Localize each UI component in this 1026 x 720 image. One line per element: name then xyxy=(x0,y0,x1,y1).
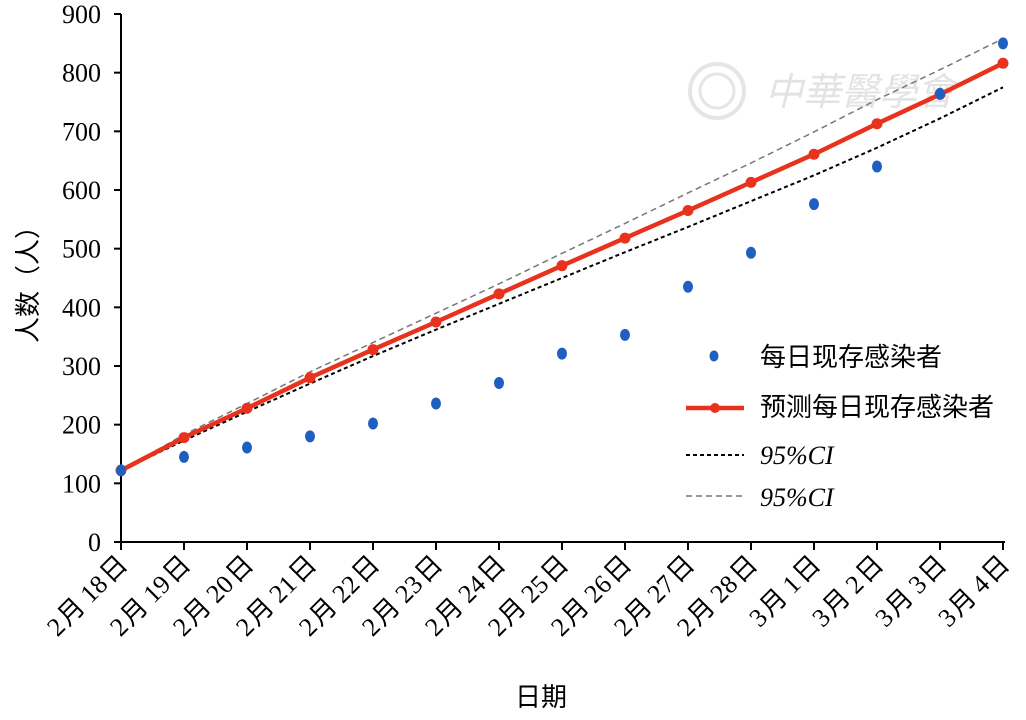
ci-line xyxy=(120,86,1004,472)
legend-label-ci-lower: 95%CI xyxy=(760,441,835,470)
watermark: 中華醫學會 xyxy=(688,62,960,120)
legend-label-ci-upper: 95%CI xyxy=(760,483,835,512)
series-0 xyxy=(116,37,1008,477)
observed-point xyxy=(305,430,315,443)
predicted-point xyxy=(997,57,1009,69)
watermark-text: 中華醫學會 xyxy=(765,70,960,114)
observed-point xyxy=(116,464,126,477)
predicted-point xyxy=(808,148,820,160)
legend-label-observed: 每日现存感染者 xyxy=(760,343,942,373)
y-tick-label: 400 xyxy=(62,293,101,322)
x-ticks: 2月18日2月19日2月20日2月21日2月22日2月23日2月24日2月25日… xyxy=(41,542,1016,642)
y-tick-label: 800 xyxy=(62,59,101,88)
y-tick-label: 500 xyxy=(62,235,101,264)
predicted-point xyxy=(556,260,568,272)
observed-point xyxy=(872,160,882,173)
predicted-point xyxy=(241,402,253,414)
y-tick-label: 100 xyxy=(62,469,101,498)
observed-point xyxy=(620,328,630,341)
observed-point xyxy=(494,377,504,390)
predicted-point xyxy=(430,316,442,328)
x-tick-label: 3月4日 xyxy=(932,550,1015,633)
y-axis-title: 人数（人） xyxy=(14,213,44,343)
predicted-point xyxy=(304,372,316,384)
observed-point xyxy=(242,441,252,454)
observed-point xyxy=(746,246,756,259)
y-tick-label: 300 xyxy=(62,352,101,381)
predicted-point xyxy=(367,344,379,356)
y-tick-label: 700 xyxy=(62,117,101,146)
series-layer xyxy=(115,37,1009,477)
observed-point xyxy=(935,87,945,100)
observed-point xyxy=(431,397,441,410)
y-tick-label: 200 xyxy=(62,411,101,440)
series-3 xyxy=(120,37,1004,472)
observed-point xyxy=(179,450,189,463)
legend-marker-predicted xyxy=(710,403,720,413)
y-tick-label: 600 xyxy=(62,176,101,205)
series-2 xyxy=(120,86,1004,472)
ci-line xyxy=(120,37,1004,472)
y-ticks: 0 100 200 300 400 500 600 700 800 900 xyxy=(62,0,121,557)
predicted-point xyxy=(493,288,505,300)
legend-label-predicted: 预测每日现存感染者 xyxy=(760,393,994,423)
predicted-point xyxy=(682,205,694,217)
predicted-point xyxy=(745,176,757,188)
observed-point xyxy=(557,347,567,360)
watermark-seal-icon xyxy=(688,62,746,120)
y-tick-label: 900 xyxy=(62,0,101,29)
legend: 每日现存感染者 预测每日现存感染者 95%CI 95%CI xyxy=(686,343,994,512)
legend-marker-observed xyxy=(709,350,719,362)
x-axis-title: 日期 xyxy=(515,683,567,713)
watermark-seal-inner-icon xyxy=(698,72,736,110)
observed-point xyxy=(998,37,1008,50)
predicted-point xyxy=(178,432,190,444)
observed-point xyxy=(368,417,378,430)
predicted-point xyxy=(619,232,631,244)
observed-point xyxy=(809,198,819,211)
predicted-point xyxy=(871,118,883,130)
observed-point xyxy=(683,280,693,293)
y-tick-label: 0 xyxy=(88,528,101,557)
